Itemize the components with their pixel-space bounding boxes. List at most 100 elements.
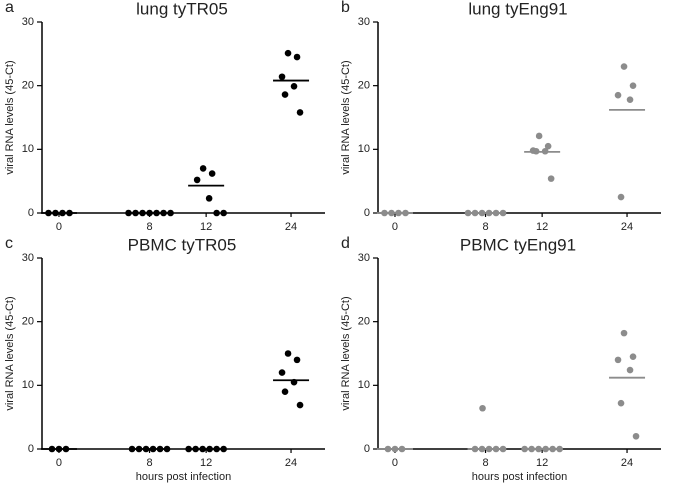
y-tick-label: 0 (28, 443, 34, 455)
data-point (132, 209, 139, 217)
chart-title: lung tyEng91 (468, 0, 567, 18)
data-point (293, 53, 301, 61)
chart-title: PBMC tyEng91 (460, 235, 576, 254)
data-point (478, 445, 486, 453)
data-point (535, 445, 542, 453)
y-tick-label: 20 (358, 80, 370, 92)
panel-letter: b (341, 0, 350, 16)
y-tick-label: 10 (358, 379, 370, 391)
x-tick-label: 24 (621, 221, 633, 233)
x-tick-label: 12 (536, 221, 548, 233)
data-point (629, 82, 637, 89)
x-tick-label: 12 (536, 457, 548, 469)
data-point (52, 209, 59, 217)
data-point (547, 175, 555, 182)
y-axis-label: viral RNA levels (45-Ct) (4, 60, 16, 174)
data-point (485, 445, 493, 453)
data-point (471, 209, 479, 217)
y-tick-label: 0 (364, 443, 370, 455)
data-point (499, 445, 507, 453)
y-tick-label: 30 (358, 252, 370, 264)
data-point (185, 445, 192, 453)
y-axis-label: viral RNA levels (45-Ct) (340, 296, 352, 410)
data-point (391, 445, 399, 453)
data-point (521, 445, 528, 453)
x-tick-label: 0 (56, 221, 62, 233)
data-point (485, 209, 493, 217)
data-point (388, 209, 395, 217)
data-point (479, 404, 486, 412)
y-axis-label: viral RNA levels (45-Ct) (340, 60, 352, 174)
data-point (614, 356, 622, 364)
y-tick-label: 20 (22, 316, 34, 328)
data-point (542, 445, 549, 453)
x-tick-label: 8 (146, 457, 152, 469)
data-point (59, 209, 66, 217)
data-point (544, 142, 552, 150)
data-point (492, 209, 500, 217)
data-point (293, 356, 301, 364)
data-point (626, 366, 634, 374)
data-point (290, 378, 298, 386)
data-point (167, 209, 174, 217)
data-point (156, 445, 164, 453)
data-point (125, 209, 132, 217)
y-tick-label: 20 (22, 80, 34, 92)
y-tick-label: 10 (22, 143, 34, 155)
data-point (499, 209, 507, 217)
data-point (199, 445, 206, 453)
data-point (62, 445, 70, 453)
data-point (395, 209, 402, 217)
x-tick-label: 24 (285, 457, 297, 469)
data-point (492, 445, 500, 453)
data-point (205, 195, 213, 202)
data-point (556, 445, 563, 453)
data-point (478, 209, 486, 217)
data-point (541, 147, 549, 155)
data-point (528, 445, 535, 453)
data-point (213, 209, 220, 217)
data-point (402, 209, 409, 217)
x-tick-label: 12 (200, 457, 212, 469)
x-tick-label: 24 (285, 221, 297, 233)
x-axis-label: hours post infection (472, 471, 567, 483)
data-point (66, 209, 73, 217)
data-point (281, 388, 289, 396)
data-point (278, 73, 286, 81)
data-point (163, 445, 171, 453)
x-tick-label: 24 (621, 457, 633, 469)
data-point (192, 445, 199, 453)
data-point (206, 445, 213, 453)
data-point (384, 445, 392, 453)
panel-letter: d (341, 235, 350, 252)
y-tick-label: 0 (364, 207, 370, 219)
data-point (290, 83, 298, 90)
data-point (193, 176, 201, 184)
data-point (398, 445, 406, 453)
data-point (284, 350, 292, 357)
data-point (220, 445, 227, 453)
panel-letter: a (5, 0, 14, 16)
y-tick-label: 30 (22, 16, 34, 28)
data-point (626, 96, 634, 103)
data-point (153, 209, 160, 217)
data-point (620, 63, 628, 70)
data-point (160, 209, 167, 217)
y-tick-label: 20 (358, 316, 370, 328)
chart-title: PBMC tyTR05 (128, 235, 237, 254)
data-point (617, 399, 625, 407)
data-point (549, 445, 556, 453)
data-point (617, 193, 625, 201)
data-point (142, 445, 150, 453)
panel-letter: c (5, 235, 13, 252)
data-point (614, 91, 622, 99)
data-point (213, 445, 220, 453)
data-point (149, 445, 157, 453)
data-point (48, 445, 56, 453)
x-tick-label: 0 (392, 221, 398, 233)
x-tick-label: 12 (200, 221, 212, 233)
data-point (139, 209, 146, 217)
x-axis-label: hours post infection (136, 471, 231, 483)
